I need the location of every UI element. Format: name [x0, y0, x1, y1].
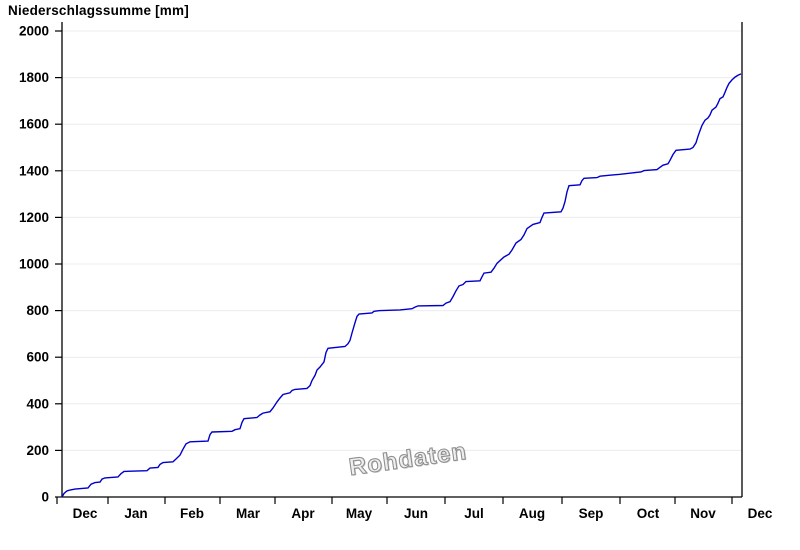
y-tick-label-600: 600: [26, 350, 49, 365]
chart-title: Niederschlagssumme [mm]: [8, 3, 189, 18]
y-tick-label-1200: 1200: [19, 210, 49, 225]
x-month-label-12: Dec: [748, 506, 773, 521]
x-month-label-9: Sep: [579, 506, 604, 521]
x-month-label-10: Oct: [637, 506, 660, 521]
x-month-label-5: May: [346, 506, 373, 521]
x-month-label-8: Aug: [519, 506, 545, 521]
x-month-label-1: Jan: [124, 506, 147, 521]
y-tick-label-200: 200: [26, 443, 49, 458]
x-month-label-4: Apr: [291, 506, 315, 521]
x-month-label-11: Nov: [690, 506, 716, 521]
y-tick-label-2000: 2000: [19, 24, 49, 39]
y-tick-label-1000: 1000: [19, 257, 49, 272]
y-tick-label-1600: 1600: [19, 117, 49, 132]
y-tick-label-400: 400: [26, 396, 49, 411]
y-tick-label-0: 0: [41, 490, 49, 505]
x-month-label-3: Mar: [236, 506, 261, 521]
y-tick-label-1800: 1800: [19, 70, 49, 85]
x-month-label-6: Jun: [404, 506, 428, 521]
y-tick-label-800: 800: [26, 303, 49, 318]
precipitation-line: [61, 73, 742, 498]
x-month-label-7: Jul: [464, 506, 484, 521]
y-tick-label-1400: 1400: [19, 163, 49, 178]
x-month-label-2: Feb: [180, 506, 204, 521]
x-month-label-0: Dec: [73, 506, 98, 521]
